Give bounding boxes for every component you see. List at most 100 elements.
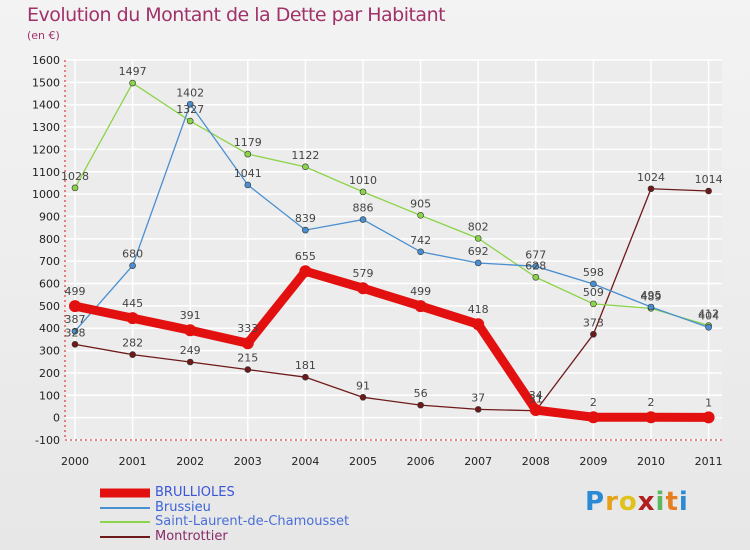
data-point — [587, 411, 600, 424]
data-label: 37 — [471, 391, 485, 404]
data-point — [705, 187, 712, 195]
x-tick-label: 2008 — [522, 455, 550, 468]
data-point — [359, 188, 367, 196]
data-label: 680 — [122, 248, 143, 261]
data-point — [186, 117, 194, 125]
data-label: 839 — [295, 212, 316, 225]
data-point — [417, 212, 424, 219]
data-point — [357, 282, 369, 295]
y-tick-label: 1000 — [32, 188, 60, 201]
data-label: 692 — [468, 245, 489, 258]
data-point — [705, 324, 712, 331]
data-label: 1041 — [234, 167, 262, 180]
legend-swatch — [100, 521, 150, 524]
data-label: 181 — [295, 359, 316, 372]
y-tick-label: 1400 — [32, 99, 60, 112]
plot-background — [65, 60, 722, 440]
data-label: 499 — [410, 285, 431, 298]
logo-letter: x — [637, 487, 656, 517]
y-tick-label: 100 — [39, 389, 60, 402]
data-label: 418 — [468, 303, 489, 316]
data-label: 598 — [583, 266, 604, 279]
data-point — [474, 259, 482, 267]
data-point — [302, 163, 309, 171]
y-tick-label: -100 — [35, 434, 60, 447]
data-label: 412 — [698, 308, 719, 321]
data-label: 328 — [65, 326, 86, 339]
legend-label: Montrottier — [155, 528, 228, 544]
y-tick-label: 0 — [53, 412, 60, 425]
data-label: 387 — [65, 313, 86, 326]
chart-title: Evolution du Montant de la Dette par Hab… — [27, 4, 446, 26]
data-label: 628 — [525, 259, 546, 272]
y-tick-label: 800 — [39, 233, 60, 246]
y-tick-label: 1500 — [32, 76, 60, 89]
y-tick-label: 1100 — [32, 166, 60, 179]
data-label: 1122 — [291, 149, 319, 162]
y-tick-label: 1200 — [32, 143, 60, 156]
data-label: 802 — [468, 220, 489, 233]
data-point — [590, 330, 597, 338]
data-label: 404 — [698, 309, 719, 322]
y-tick-label: 300 — [39, 345, 60, 358]
x-tick-label: 2003 — [234, 455, 262, 468]
logo-letter: i — [655, 487, 666, 517]
data-point — [532, 273, 540, 281]
data-label: 1327 — [176, 103, 204, 116]
proxiti-logo: Proxiti — [585, 487, 689, 517]
data-label: 1179 — [234, 136, 262, 149]
data-label: 1024 — [637, 171, 665, 184]
data-label: 742 — [410, 234, 431, 247]
legend-label: BRULLIOLES — [155, 485, 235, 500]
data-label: 2 — [648, 396, 655, 409]
data-point — [417, 401, 424, 409]
data-point — [129, 262, 136, 269]
x-tick-label: 2005 — [349, 455, 377, 468]
data-label: 509 — [583, 286, 604, 299]
data-point — [302, 373, 309, 381]
data-point — [472, 318, 485, 331]
data-point — [414, 300, 427, 313]
data-point — [474, 406, 482, 413]
data-point — [647, 303, 655, 311]
data-label: 333 — [237, 322, 258, 335]
data-point — [532, 263, 540, 270]
logo-letter: r — [605, 487, 619, 517]
data-point — [241, 337, 254, 350]
x-tick-label: 2007 — [464, 455, 492, 468]
data-point — [302, 226, 309, 234]
y-tick-label: 900 — [39, 210, 60, 223]
data-label: 1014 — [695, 173, 723, 186]
data-label: 499 — [65, 285, 86, 298]
data-point — [129, 351, 136, 358]
data-label: 1 — [705, 396, 712, 409]
data-label: 1028 — [61, 170, 89, 183]
x-tick-label: 2010 — [637, 455, 665, 468]
data-label: 1010 — [349, 174, 377, 187]
logo-letter: o — [618, 487, 638, 517]
series-line — [74, 102, 709, 332]
y-tick-label: 1600 — [32, 54, 60, 67]
legend-swatch — [100, 535, 150, 538]
data-point — [71, 341, 79, 348]
data-point — [126, 312, 139, 325]
data-point — [647, 185, 655, 193]
series-line — [74, 266, 709, 422]
y-tick-label: 1300 — [32, 121, 60, 134]
y-tick-label: 200 — [39, 367, 60, 380]
data-point — [184, 324, 197, 337]
x-tick-label: 2002 — [176, 455, 204, 468]
series-line — [74, 82, 709, 327]
logo-letter: i — [678, 487, 689, 517]
x-tick-label: 2000 — [61, 455, 89, 468]
data-label: 495 — [641, 289, 662, 302]
x-tick-label: 2004 — [291, 455, 319, 468]
legend-label: Saint-Laurent-de-Chamousset — [155, 514, 350, 529]
y-tick-label: 400 — [39, 322, 60, 335]
data-point — [71, 184, 79, 192]
data-point — [359, 394, 367, 401]
data-label: 56 — [414, 387, 428, 400]
data-label: 579 — [353, 267, 374, 280]
data-point — [645, 411, 657, 424]
